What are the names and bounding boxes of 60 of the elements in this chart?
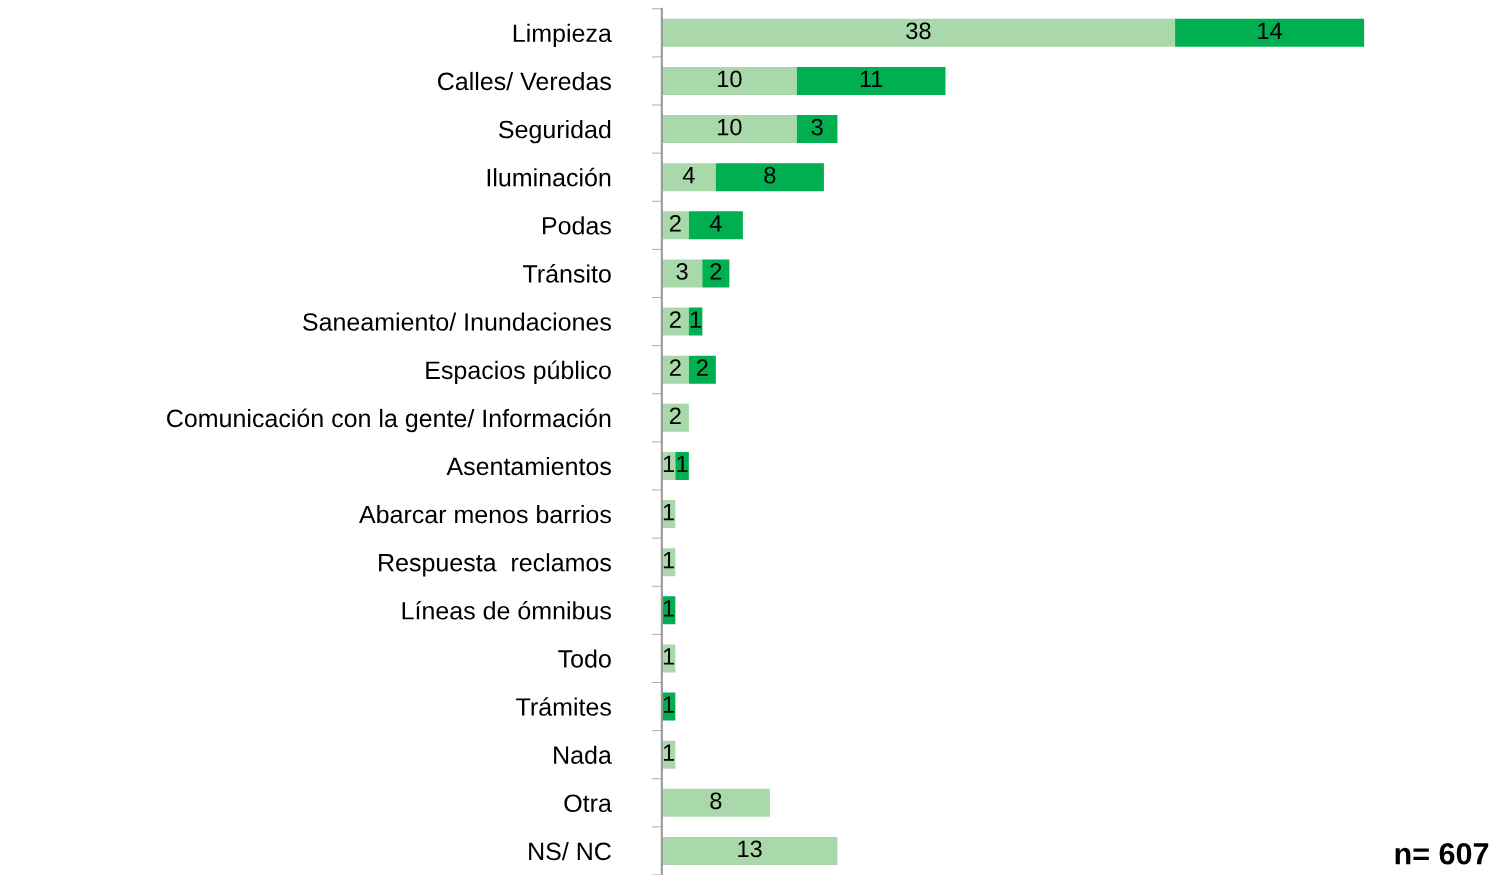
data-label: 2 [669,214,681,232]
data-label: 2 [669,311,681,328]
bar [1175,18,1365,47]
data-label: 4 [709,215,722,232]
bar [661,788,770,817]
y-tick-label: Espacios público [426,360,611,385]
y-tick-label: Todo [558,649,611,668]
text: n= 607 [1395,842,1489,865]
data-label: 2 [669,407,681,424]
data-label: 3 [676,263,688,280]
data-label: 1 [677,455,688,473]
bar [688,355,716,384]
y-tick-label: Saneamiento/ Inundaciones [303,312,611,331]
data-label: 1 [663,696,675,713]
bar [661,163,716,192]
data-label: 10 [718,118,742,136]
bar [715,163,824,192]
data-label: 13 [738,840,762,858]
y-tick-label: Calles/ Veredas [438,71,611,91]
y-tick-label: Seguridad [499,120,611,144]
data-label: 10 [718,70,742,88]
y-tick-label: Tránsito [523,264,611,283]
y-tick-label: Nada [554,745,612,764]
data-label: 2 [669,359,681,376]
bar [796,115,838,144]
data-label: 1 [663,503,675,521]
y-tick-label: Respuesta reclamos [379,553,611,577]
data-label: 1 [663,744,675,761]
data-label: 1 [663,648,675,665]
data-label: 1 [663,455,675,473]
bar [796,66,946,95]
y-tick-label: Iluminación [487,167,611,187]
y-tick-label: Asentamientos [446,456,611,476]
y-tick-label: Podas [543,216,611,235]
y-tick-label: Comunicación con la gente/ Información [167,408,611,433]
bar [661,259,703,288]
y-tick-label: Líneas de ómnibus [402,600,611,620]
y-tick-label: Otra [564,794,612,813]
y-tick-label: Abarcar menos barrios [359,505,611,524]
bar [661,66,797,95]
bar [661,115,797,144]
data-label: 1 [663,600,675,617]
data-label: 1 [663,552,675,569]
data-label: 2 [696,359,708,376]
data-label: 14 [1258,22,1283,39]
bar [688,211,743,240]
bar [661,18,1176,47]
data-label: 8 [764,166,776,184]
data-label: 3 [811,118,823,136]
data-label: 11 [860,70,883,88]
y-tick-label: NS/ NC [529,841,611,861]
bar [702,259,730,288]
y-tick-label: Limpieza [513,23,612,48]
y-tick-label: Trámites [516,697,611,716]
data-label: 2 [710,263,722,280]
data-label: 38 [906,22,931,40]
data-label: 1 [690,311,702,328]
data-label: 4 [682,167,695,184]
data-label: 8 [710,792,722,810]
bar [661,836,838,865]
